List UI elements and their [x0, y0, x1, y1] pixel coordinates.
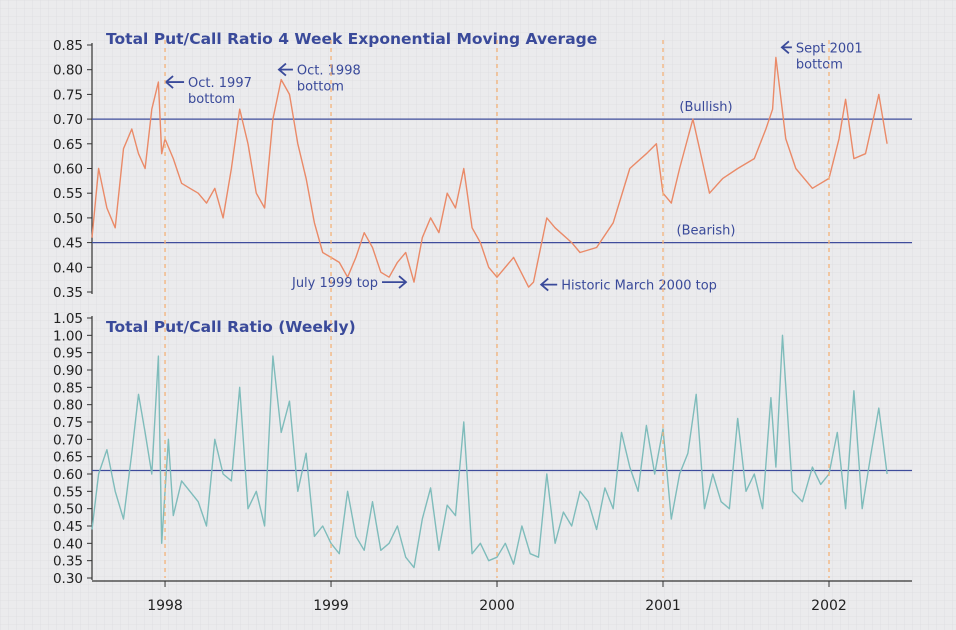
ema-reference-lines: (Bullish) (Bearish): [92, 100, 912, 244]
x-tick-label: 2002: [811, 598, 847, 614]
annotation-arrowhead: [398, 275, 408, 289]
weekly-y-tick-label: 1.00: [53, 328, 83, 344]
ema-y-tick-label: 0.40: [53, 260, 83, 276]
annotation-label: bottom: [796, 57, 843, 72]
annotation-arrowhead: [164, 75, 174, 89]
annotation-label: bottom: [297, 80, 344, 95]
weekly-y-tick-label: 0.50: [53, 502, 83, 518]
ema-series-line: [91, 56, 888, 288]
ema-y-tick-label: 0.60: [53, 162, 83, 178]
weekly-y-tick-label: 0.75: [53, 415, 83, 431]
ema-y-tick-label: 0.45: [53, 236, 83, 252]
ema-panel: Total Put/Call Ratio 4 Week Exponential …: [53, 30, 912, 301]
annotation-label: bottom: [188, 92, 235, 107]
annotation-label: Oct. 1997: [188, 76, 252, 91]
ema-y-tick-label: 0.70: [53, 112, 83, 128]
ema-y-axis: 0.85 0.80 0.75 0.70 0.65 0.60 0.55 0.50 0.45 0.40…: [53, 38, 93, 301]
annotation-arrowhead: [780, 40, 790, 55]
x-tick-label: 1998: [147, 598, 183, 614]
annotation-label: Oct. 1998: [297, 64, 361, 79]
annotation-arrowhead: [277, 62, 287, 77]
annotation: Historic March 2000 top: [539, 277, 717, 294]
weekly-y-tick-label: 0.95: [53, 346, 83, 362]
annotation: July 1999 top: [291, 275, 408, 291]
annotation-arrowhead: [539, 277, 549, 292]
weekly-y-tick-label: 0.60: [53, 467, 83, 483]
x-tick-label: 1999: [313, 598, 349, 614]
weekly-y-tick-label: 1.05: [53, 311, 83, 327]
weekly-panel: Total Put/Call Ratio (Weekly) 1.051.00 0.…: [53, 311, 912, 587]
weekly-y-tick-label: 0.80: [53, 398, 83, 414]
weekly-y-tick-label: 0.70: [53, 432, 83, 448]
ema-y-tick-label: 0.55: [53, 186, 83, 202]
weekly-series-line: [91, 334, 888, 569]
x-tick-label: 2000: [479, 598, 515, 614]
weekly-y-tick-label: 0.35: [53, 554, 83, 570]
ema-series: [91, 56, 888, 288]
ema-y-tick-label: 0.85: [53, 38, 83, 54]
ema-chart-title: Total Put/Call Ratio 4 Week Exponential …: [106, 30, 597, 48]
weekly-y-tick-label: 0.40: [53, 536, 83, 552]
year-dividers: [164, 40, 830, 578]
annotation-label: July 1999 top: [291, 276, 378, 291]
weekly-y-tick-label: 0.45: [53, 519, 83, 535]
ema-reference-line-label: (Bearish): [677, 224, 736, 239]
weekly-series: [91, 334, 888, 569]
weekly-chart-title: Total Put/Call Ratio (Weekly): [106, 318, 356, 336]
weekly-y-axis: 1.051.00 0.950.900.85 0.800.750.70 0.650.60…: [53, 311, 93, 587]
ema-reference-line-label: (Bullish): [679, 100, 732, 115]
ema-y-tick-label: 0.35: [53, 285, 83, 301]
weekly-y-tick-label: 0.85: [53, 380, 83, 396]
x-tick-label: 2001: [645, 598, 681, 614]
ema-y-tick-label: 0.65: [53, 137, 83, 153]
weekly-y-tick-label: 0.90: [53, 363, 83, 379]
weekly-y-tick-label: 0.55: [53, 484, 83, 500]
weekly-y-tick-label: 0.30: [53, 571, 83, 587]
ema-y-tick-label: 0.80: [53, 63, 83, 79]
ema-y-tick-label: 0.50: [53, 211, 83, 227]
x-axis: 1998 1999 2000 2001 2002: [92, 580, 912, 614]
weekly-y-tick-label: 0.65: [53, 450, 83, 466]
ema-y-tick-label: 0.75: [53, 87, 83, 103]
annotation-label: Historic March 2000 top: [561, 279, 717, 294]
